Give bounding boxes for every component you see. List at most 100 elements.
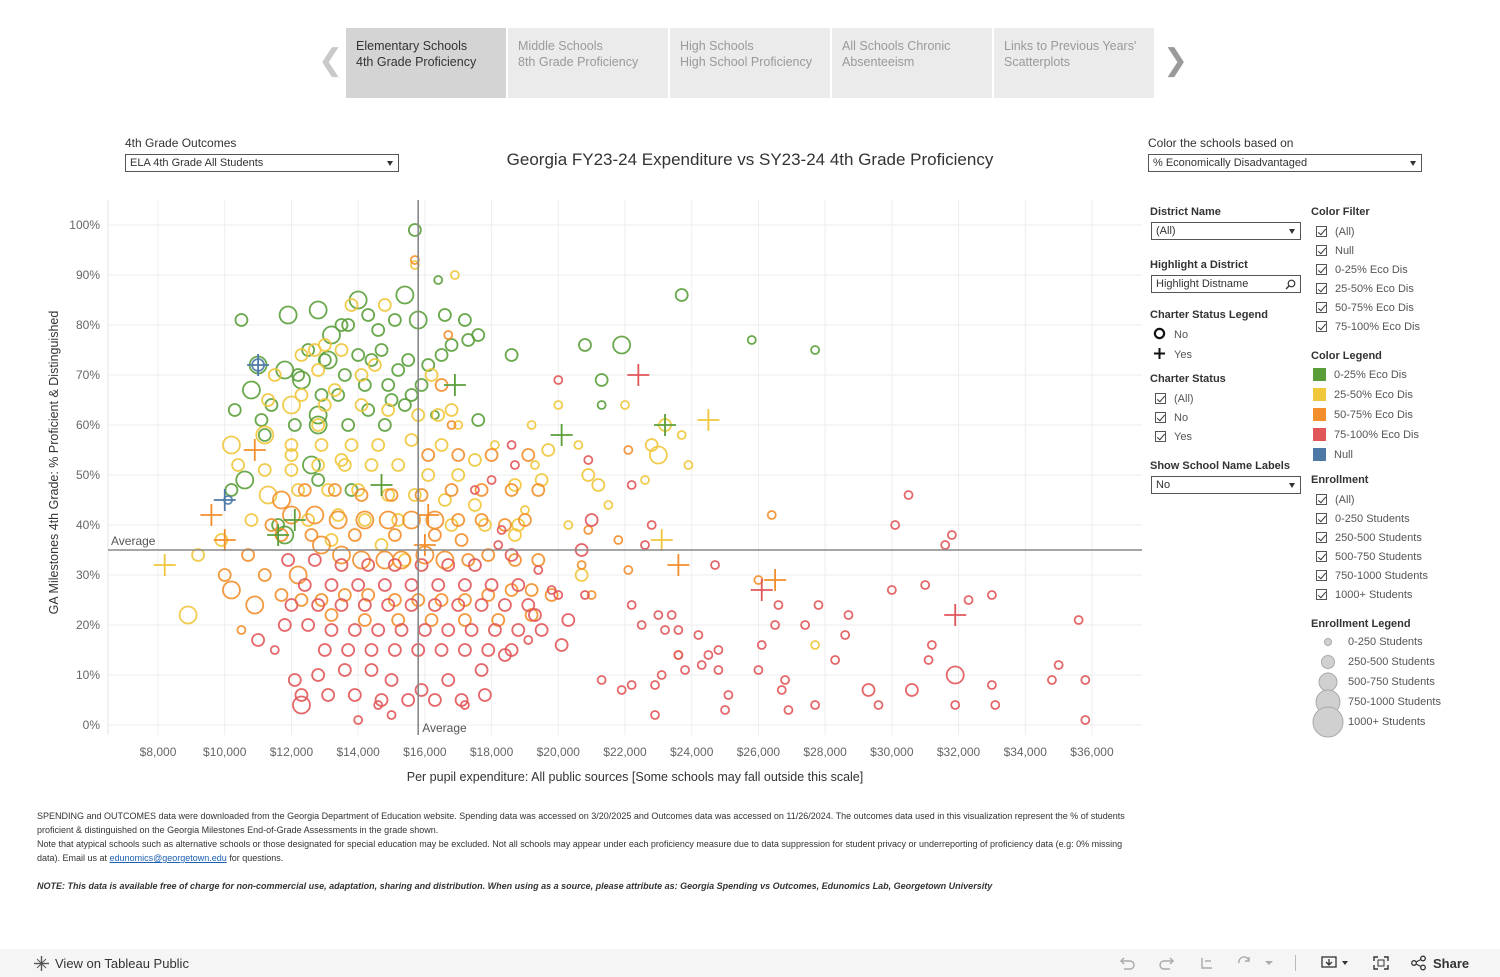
email-link[interactable]: edunomics@georgetown.edu: [109, 853, 227, 863]
show-labels-dropdown[interactable]: No: [1151, 476, 1301, 494]
enrollment-legend-label: 750-1000 Students: [1348, 696, 1441, 708]
checkbox[interactable]: [1316, 264, 1327, 275]
color-by-dropdown[interactable]: % Economically Disadvantaged: [1148, 154, 1422, 172]
school-point: [640, 540, 650, 550]
prev-story-arrow[interactable]: ❮: [318, 43, 344, 78]
checkbox[interactable]: [1155, 393, 1166, 404]
checkbox[interactable]: [1316, 513, 1327, 524]
highlight-placeholder: Highlight Distname: [1156, 278, 1249, 290]
school-point: [387, 313, 402, 327]
tab-previous-years[interactable]: Links to Previous Years' Scatterplots: [994, 28, 1154, 98]
tableau-logo-icon: [34, 956, 49, 971]
checkbox[interactable]: [1316, 302, 1327, 313]
school-point: [353, 715, 364, 725]
school-point: [421, 468, 436, 482]
school-point: [903, 490, 914, 500]
share-icon[interactable]: [1410, 955, 1428, 971]
enrollment-filter-item[interactable]: 500-750 Students: [1316, 550, 1422, 566]
school-point: [384, 673, 399, 687]
enrollment-filter-item[interactable]: 250-500 Students: [1316, 531, 1422, 547]
x-tick-label: $12,000: [270, 745, 314, 759]
enrollment-filter-item[interactable]: 750-1000 Students: [1316, 569, 1428, 585]
school-point: [311, 668, 326, 682]
tab-line-2: Scatterplots: [1004, 55, 1071, 69]
school-point: [666, 610, 677, 620]
highlight-district-input[interactable]: Highlight Distname: [1151, 275, 1301, 293]
tab-middle[interactable]: Middle Schools 8th Grade Proficiency: [508, 28, 668, 98]
tab-absenteeism[interactable]: All Schools Chronic Absenteeism: [832, 28, 992, 98]
show-labels-value: No: [1156, 479, 1171, 491]
enrollment-filter-item[interactable]: (All): [1316, 493, 1355, 509]
school-point: [506, 440, 517, 450]
redo-icon[interactable]: [1158, 955, 1176, 971]
school-point: [481, 548, 496, 562]
undo-icon[interactable]: [1118, 955, 1136, 971]
school-point: [583, 455, 594, 465]
color-filter-item[interactable]: 50-75% Eco Dis: [1316, 301, 1414, 317]
checkbox[interactable]: [1316, 321, 1327, 332]
checkbox[interactable]: [1316, 226, 1327, 237]
color-filter-item[interactable]: 0-25% Eco Dis: [1316, 263, 1408, 279]
chevron-down-icon[interactable]: [1264, 960, 1274, 968]
school-point: [810, 640, 821, 650]
color-filter-item[interactable]: 25-50% Eco Dis: [1316, 282, 1414, 298]
charter-status-yes[interactable]: Yes: [1155, 430, 1192, 446]
school-point: [498, 598, 512, 612]
school-point: [471, 328, 486, 342]
exclusion-note-tail: for questions.: [226, 853, 284, 863]
charter-status-no[interactable]: No: [1155, 411, 1188, 427]
school-point: [227, 403, 242, 417]
y-tick-label: 100%: [69, 218, 100, 232]
school-point: [367, 358, 382, 372]
checkbox[interactable]: [1316, 589, 1327, 600]
share-button[interactable]: Share: [1433, 956, 1470, 971]
charter-status-all[interactable]: (All): [1155, 392, 1194, 408]
school-point: [327, 483, 342, 497]
x-tick-label: $36,000: [1070, 745, 1114, 759]
revert-icon[interactable]: [1198, 955, 1216, 971]
refresh-icon[interactable]: [1236, 955, 1254, 971]
school-point: [561, 613, 576, 627]
checkbox[interactable]: [1316, 283, 1327, 294]
tab-elementary[interactable]: Elementary Schools 4th Grade Proficiency: [346, 28, 506, 98]
enrollment-filter-item[interactable]: 0-250 Students: [1316, 512, 1410, 528]
checkbox[interactable]: [1316, 570, 1327, 581]
checkbox[interactable]: [1316, 551, 1327, 562]
color-filter-item[interactable]: 75-100% Eco Dis: [1316, 320, 1420, 336]
school-point: [421, 448, 436, 462]
outcomes-dropdown[interactable]: ELA 4th Grade All Students: [125, 154, 399, 172]
color-filter-item-label: 50-75% Eco Dis: [1335, 302, 1414, 314]
chart-title: Georgia FY23-24 Expenditure vs SY23-24 4…: [506, 150, 994, 169]
school-point: [1080, 715, 1091, 725]
school-point: [457, 643, 472, 657]
school-point: [596, 400, 607, 410]
license-note: NOTE: This data is available free of cha…: [37, 881, 993, 891]
school-point: [308, 415, 328, 435]
school-point: [443, 330, 454, 340]
color-filter-item[interactable]: Null: [1316, 244, 1354, 260]
school-point: [272, 490, 291, 510]
checkbox[interactable]: [1316, 245, 1327, 256]
next-story-arrow[interactable]: ❯: [1163, 43, 1189, 78]
school-point: [341, 643, 356, 657]
checkbox[interactable]: [1155, 412, 1166, 423]
school-point: [713, 645, 724, 655]
school-point: [427, 693, 442, 707]
checkbox[interactable]: [1316, 532, 1327, 543]
color-swatch: [1313, 428, 1326, 441]
school-point: [241, 548, 255, 562]
school-point: [987, 590, 997, 600]
scatter-chart[interactable]: 0% 10% 20% 30% 40% 50% 60% 70% 80% 90% 100% $8,000 $…: [0, 195, 1150, 795]
color-filter-item[interactable]: (All): [1316, 225, 1355, 241]
school-point: [361, 308, 376, 322]
checkbox[interactable]: [1316, 494, 1327, 505]
tab-high[interactable]: High Schools High School Proficiency: [670, 28, 830, 98]
x-average-label: Average: [422, 721, 467, 735]
checkbox[interactable]: [1155, 431, 1166, 442]
enrollment-filter-item[interactable]: 1000+ Students: [1316, 588, 1412, 604]
school-point: [453, 420, 464, 430]
fullscreen-icon[interactable]: [1372, 955, 1390, 971]
district-name-dropdown[interactable]: (All): [1151, 222, 1301, 240]
download-icon[interactable]: [1320, 955, 1350, 971]
view-on-tableau-link[interactable]: View on Tableau Public: [55, 956, 189, 971]
